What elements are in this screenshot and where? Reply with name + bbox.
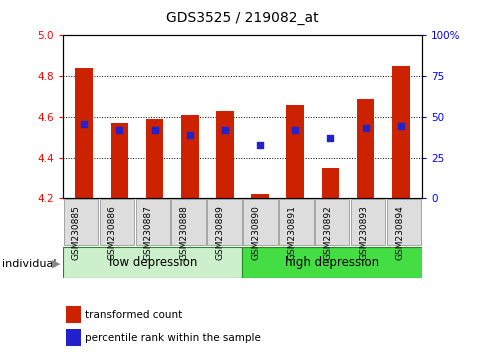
- Text: GSM230893: GSM230893: [358, 205, 367, 260]
- Text: high depression: high depression: [285, 256, 378, 269]
- Bar: [181, 115, 198, 198]
- Point: [291, 127, 299, 133]
- Bar: [251, 194, 268, 198]
- Point: [326, 135, 333, 141]
- Text: GSM230887: GSM230887: [143, 205, 152, 260]
- Text: percentile rank within the sample: percentile rank within the sample: [85, 333, 260, 343]
- Bar: [391, 66, 409, 198]
- FancyBboxPatch shape: [171, 199, 206, 245]
- Point: [80, 121, 88, 127]
- FancyBboxPatch shape: [278, 199, 313, 245]
- Text: GSM230894: GSM230894: [394, 205, 403, 260]
- FancyBboxPatch shape: [135, 199, 170, 245]
- FancyBboxPatch shape: [99, 199, 134, 245]
- FancyBboxPatch shape: [242, 247, 421, 278]
- Bar: [356, 98, 374, 198]
- Text: transformed count: transformed count: [85, 309, 182, 320]
- Point: [115, 127, 123, 133]
- FancyBboxPatch shape: [63, 199, 98, 245]
- Text: GSM230892: GSM230892: [322, 205, 332, 260]
- FancyBboxPatch shape: [386, 199, 421, 245]
- FancyBboxPatch shape: [63, 247, 242, 278]
- Text: GSM230890: GSM230890: [251, 205, 260, 260]
- Text: low depression: low depression: [108, 256, 197, 269]
- Bar: [286, 104, 303, 198]
- Text: individual: individual: [2, 259, 57, 269]
- Text: GSM230886: GSM230886: [107, 205, 117, 260]
- Bar: [65, 329, 80, 347]
- Text: GSM230885: GSM230885: [72, 205, 81, 260]
- FancyBboxPatch shape: [207, 199, 242, 245]
- Point: [361, 125, 369, 131]
- Bar: [65, 306, 80, 323]
- Point: [221, 127, 228, 133]
- Text: ▶: ▶: [51, 259, 60, 269]
- FancyBboxPatch shape: [314, 199, 349, 245]
- Bar: [145, 119, 163, 198]
- Text: GSM230891: GSM230891: [287, 205, 296, 260]
- Bar: [110, 123, 128, 198]
- Point: [151, 127, 158, 133]
- Text: GSM230889: GSM230889: [215, 205, 224, 260]
- Point: [185, 132, 193, 138]
- Bar: [75, 68, 93, 198]
- Point: [396, 123, 404, 129]
- Text: GSM230888: GSM230888: [179, 205, 188, 260]
- FancyBboxPatch shape: [350, 199, 385, 245]
- FancyBboxPatch shape: [242, 199, 277, 245]
- Text: GDS3525 / 219082_at: GDS3525 / 219082_at: [166, 11, 318, 25]
- Bar: [321, 168, 339, 198]
- Bar: [216, 111, 233, 198]
- Point: [256, 142, 263, 148]
